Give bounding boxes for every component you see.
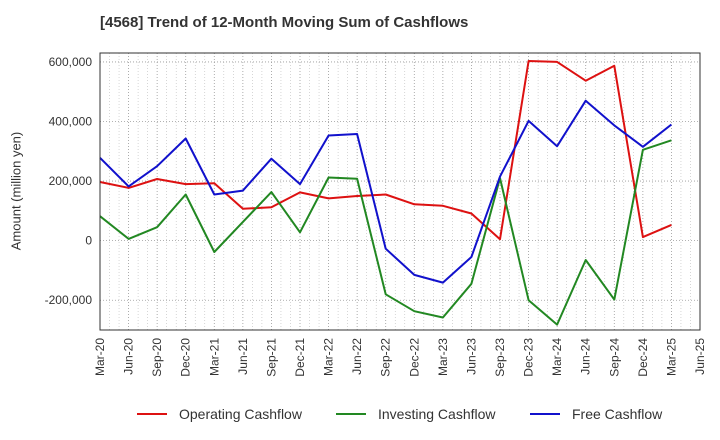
legend-label: Free Cashflow (572, 406, 663, 422)
x-tick-label: Dec-21 (293, 338, 307, 377)
x-tick-label: Dec-23 (522, 338, 536, 377)
series-line (99, 99, 673, 284)
x-tick-label: Mar-22 (322, 338, 336, 376)
x-tick-label: Mar-23 (436, 338, 450, 376)
x-tick-labels: Mar-20 Jun-20 Sep-20 Dec-20 Mar-21 Jun-21 Sep-… (93, 338, 707, 377)
plot-frame (99, 52, 701, 331)
legend-label: Operating Cashflow (179, 406, 303, 422)
x-tick-label: Sep-24 (607, 338, 621, 377)
x-tick-label: Jun-21 (236, 338, 250, 375)
x-tick-label: Sep-23 (493, 338, 507, 377)
x-tick-label: Jun-22 (350, 338, 364, 375)
legend-label: Investing Cashflow (378, 406, 496, 422)
x-tick-label: Mar-24 (550, 338, 564, 376)
y-tick-label: 200,000 (49, 174, 93, 188)
x-tick-label: Sep-20 (150, 338, 164, 377)
x-tick-label: Jun-23 (464, 338, 478, 375)
x-tick-label: Dec-22 (407, 338, 421, 377)
y-tick-labels: -200,000 0 200,000 400,000 600,000 (45, 55, 93, 307)
legend: Operating Cashflow Investing Cashflow Free… (137, 406, 663, 422)
chart-title: [4568] Trend of 12-Month Moving Sum of C… (100, 14, 469, 31)
x-tick-label: Dec-24 (636, 338, 650, 377)
x-tick-label: Jun-25 (693, 338, 707, 375)
series-layer (99, 60, 673, 326)
x-tick-label: Mar-21 (207, 338, 221, 376)
x-tick-label: Mar-20 (93, 338, 107, 376)
x-tick-label: Mar-25 (664, 338, 678, 376)
y-tick-label: 0 (85, 234, 92, 248)
x-tick-label: Sep-22 (379, 338, 393, 377)
series-line (99, 139, 672, 326)
grid-layer (99, 53, 701, 330)
x-tick-label: Dec-20 (179, 338, 193, 377)
series-line (99, 60, 672, 241)
x-tick-label: Jun-20 (122, 338, 136, 375)
x-tick-label: Jun-24 (579, 338, 593, 375)
y-tick-label: 600,000 (49, 55, 93, 69)
y-tick-label: 400,000 (49, 115, 93, 129)
x-tick-label: Sep-21 (264, 338, 278, 377)
y-tick-label: -200,000 (45, 293, 93, 307)
